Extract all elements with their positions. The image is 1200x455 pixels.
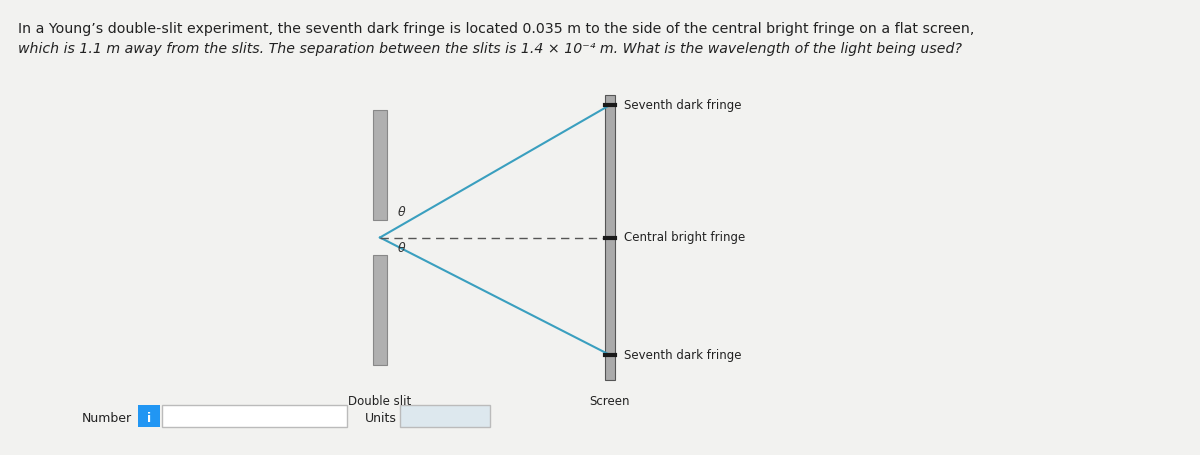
Bar bbox=[373, 255, 386, 365]
Text: Number: Number bbox=[82, 411, 132, 425]
Text: i: i bbox=[146, 412, 151, 425]
Text: which is 1.1 m away from the slits. The separation between the slits is 1.4 × 10: which is 1.1 m away from the slits. The … bbox=[18, 42, 962, 56]
Text: θ: θ bbox=[398, 242, 406, 254]
Bar bbox=[605, 95, 616, 380]
Bar bbox=[400, 405, 490, 427]
Text: Screen: Screen bbox=[589, 395, 630, 408]
Bar bbox=[162, 405, 347, 427]
Text: Double slit: Double slit bbox=[348, 395, 412, 408]
Text: Central bright fringe: Central bright fringe bbox=[624, 231, 745, 244]
Text: Seventh dark fringe: Seventh dark fringe bbox=[624, 349, 742, 362]
Text: Seventh dark fringe: Seventh dark fringe bbox=[624, 98, 742, 111]
Text: In a Young’s double-slit experiment, the seventh dark fringe is located 0.035 m : In a Young’s double-slit experiment, the… bbox=[18, 22, 974, 36]
Text: θ: θ bbox=[398, 206, 406, 218]
Bar bbox=[138, 405, 160, 427]
Text: Units: Units bbox=[365, 411, 397, 425]
Bar bbox=[373, 110, 386, 220]
